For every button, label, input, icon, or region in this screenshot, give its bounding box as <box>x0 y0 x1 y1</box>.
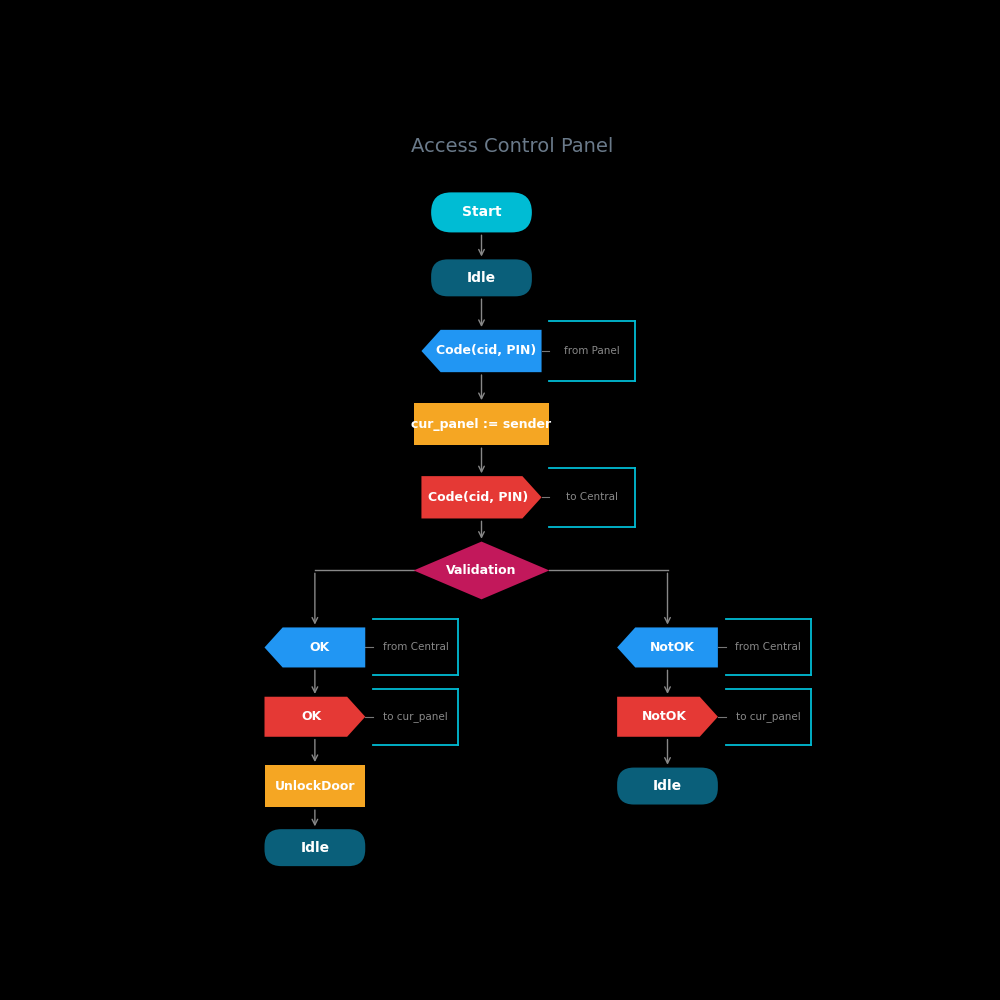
Text: to cur_panel: to cur_panel <box>383 711 448 722</box>
FancyBboxPatch shape <box>431 259 532 296</box>
Text: Idle: Idle <box>653 779 682 793</box>
Polygon shape <box>617 627 718 667</box>
Polygon shape <box>617 697 718 737</box>
Text: OK: OK <box>302 710 322 723</box>
Polygon shape <box>264 697 365 737</box>
Text: from Panel: from Panel <box>564 346 620 356</box>
Bar <box>264 765 365 807</box>
Polygon shape <box>421 476 542 518</box>
FancyBboxPatch shape <box>617 768 718 805</box>
Text: Idle: Idle <box>300 841 329 855</box>
Text: UnlockDoor: UnlockDoor <box>275 780 355 793</box>
FancyBboxPatch shape <box>431 192 532 232</box>
Text: Validation: Validation <box>446 564 517 577</box>
Text: Code(cid, PIN): Code(cid, PIN) <box>428 491 528 504</box>
FancyBboxPatch shape <box>264 829 365 866</box>
Text: to cur_panel: to cur_panel <box>736 711 801 722</box>
Bar <box>414 403 549 445</box>
Polygon shape <box>414 542 549 599</box>
Text: NotOK: NotOK <box>650 641 695 654</box>
Text: Start: Start <box>462 205 501 219</box>
Text: from Central: from Central <box>735 642 801 652</box>
Text: Idle: Idle <box>467 271 496 285</box>
Polygon shape <box>264 627 365 667</box>
Text: Code(cid, PIN): Code(cid, PIN) <box>436 344 536 358</box>
Text: NotOK: NotOK <box>642 710 687 723</box>
Text: OK: OK <box>309 641 330 654</box>
Polygon shape <box>421 330 542 372</box>
Text: to Central: to Central <box>566 492 618 502</box>
Text: Access Control Panel: Access Control Panel <box>411 137 614 156</box>
Text: cur_panel := sender: cur_panel := sender <box>411 418 552 431</box>
Text: from Central: from Central <box>383 642 449 652</box>
